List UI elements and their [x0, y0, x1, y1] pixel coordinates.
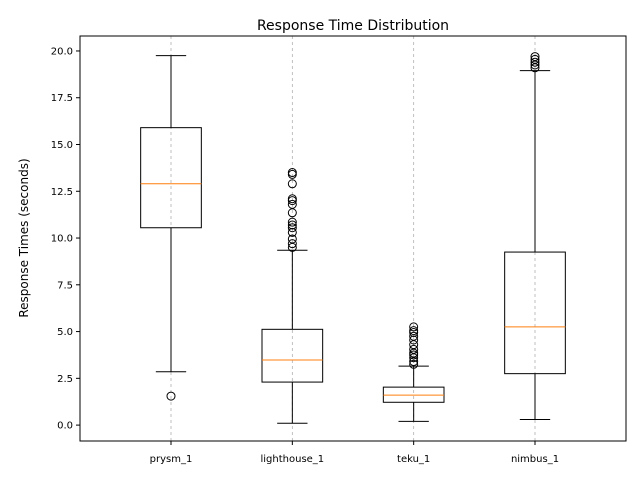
y-tick-label: 17.5 — [51, 93, 73, 104]
outlier-point — [530, 52, 540, 62]
iqr-box — [504, 251, 566, 375]
x-tick-label: lighthouse_1 — [260, 454, 324, 465]
y-tick-label: 20.0 — [51, 46, 73, 57]
axis-layer: prysm_1 lighthouse_1 teku_1 nimbus_1 0.0 2.5 5… — [51, 46, 559, 465]
plot-frame — [79, 35, 627, 442]
y-tick-label: 7.5 — [57, 280, 73, 291]
iqr-box — [140, 127, 202, 229]
y-axis-label: Response Times (seconds) — [17, 158, 31, 317]
chart-title: Response Time Distribution — [257, 18, 449, 34]
outlier-point — [287, 199, 297, 209]
outlier-point — [287, 239, 297, 249]
iqr-box — [261, 328, 324, 383]
outlier-point — [530, 54, 540, 64]
y-tick-label: 15.0 — [51, 140, 73, 151]
outlier-point — [287, 168, 297, 178]
outlier-point — [409, 322, 419, 332]
outlier-point — [409, 326, 419, 336]
outlier-point — [287, 194, 297, 204]
outlier-point — [287, 234, 297, 244]
outlier-point — [287, 220, 297, 230]
y-tick-label: 10.0 — [51, 234, 73, 245]
outlier-point — [409, 335, 419, 345]
outlier-point — [287, 227, 297, 237]
outlier-point — [530, 57, 540, 67]
box-layer — [140, 52, 566, 424]
x-tick-label: prysm_1 — [150, 454, 193, 465]
outlier-point — [166, 391, 176, 401]
x-tick-label: nimbus_1 — [511, 454, 559, 465]
outlier-point — [409, 359, 419, 369]
y-tick-label: 12.5 — [51, 187, 73, 198]
outlier-point — [287, 223, 297, 233]
y-tick-label: 0.0 — [57, 421, 73, 432]
outlier-point — [409, 331, 419, 341]
y-tick-label: 2.5 — [57, 374, 73, 385]
outlier-point — [287, 179, 297, 189]
y-tick-label: 5.0 — [57, 327, 73, 338]
box-nimbus_1 — [504, 52, 566, 420]
outlier-point — [287, 217, 297, 227]
outlier-point — [409, 344, 419, 354]
x-tick-label: teku_1 — [397, 454, 430, 465]
box-teku_1 — [382, 322, 445, 422]
box-lighthouse_1 — [261, 168, 324, 424]
box-prysm_1 — [140, 55, 202, 401]
